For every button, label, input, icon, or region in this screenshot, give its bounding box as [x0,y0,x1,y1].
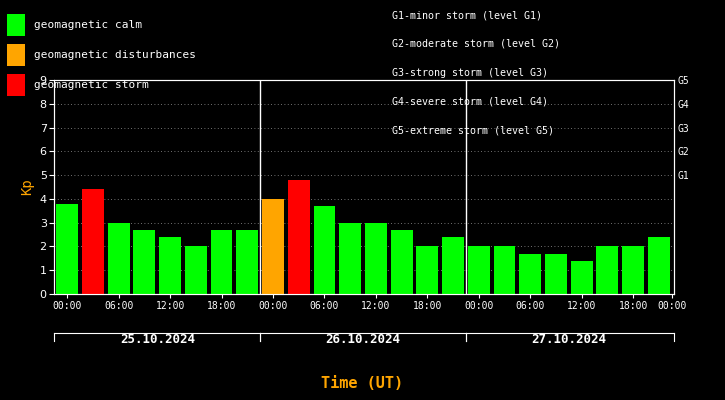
Bar [313,206,336,294]
Bar [416,246,438,294]
Text: Time (UT): Time (UT) [321,376,404,392]
Bar [57,204,78,294]
Bar [108,223,130,294]
Y-axis label: Kp: Kp [20,179,34,195]
Bar [236,230,258,294]
Bar [391,230,413,294]
Bar [288,180,310,294]
Bar [211,230,233,294]
Text: geomagnetic calm: geomagnetic calm [34,20,142,30]
Bar [160,237,181,294]
Text: 25.10.2024: 25.10.2024 [120,333,195,346]
Text: G3-strong storm (level G3): G3-strong storm (level G3) [392,68,547,78]
Text: 26.10.2024: 26.10.2024 [326,333,400,346]
Text: G1-minor storm (level G1): G1-minor storm (level G1) [392,10,542,20]
Bar [262,199,284,294]
Bar [648,237,670,294]
Bar [571,261,592,294]
Text: G4-severe storm (level G4): G4-severe storm (level G4) [392,96,547,106]
Bar [622,246,644,294]
Text: G2-moderate storm (level G2): G2-moderate storm (level G2) [392,39,560,49]
Bar [133,230,155,294]
Text: geomagnetic disturbances: geomagnetic disturbances [34,50,196,60]
Text: G5-extreme storm (level G5): G5-extreme storm (level G5) [392,125,553,135]
Bar [185,246,207,294]
Bar [519,254,541,294]
Bar [468,246,489,294]
Bar [442,237,464,294]
Text: geomagnetic storm: geomagnetic storm [34,80,149,90]
Bar [597,246,618,294]
Bar [545,254,567,294]
Text: 27.10.2024: 27.10.2024 [531,333,606,346]
Bar [494,246,515,294]
Bar [82,189,104,294]
Bar [365,223,387,294]
Bar [339,223,361,294]
